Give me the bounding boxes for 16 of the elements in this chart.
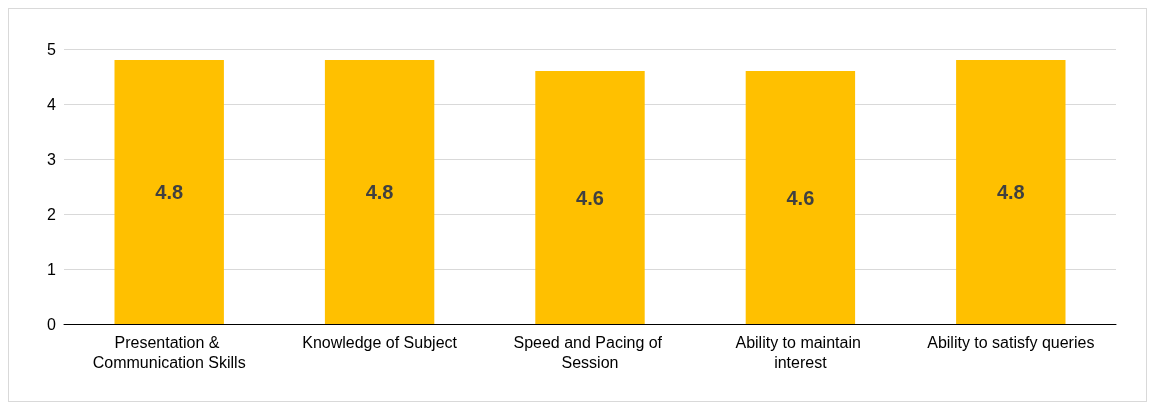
y-tick-label: 5 [47, 40, 57, 58]
x-tick-label: Knowledge of Subject [302, 333, 458, 351]
data-label: 4.6 [786, 186, 815, 209]
y-tick-label: 2 [47, 205, 57, 223]
x-tick-label: Ability to maintain interest [735, 333, 866, 371]
data-label: 4.6 [576, 186, 604, 209]
data-label: 4.8 [155, 181, 184, 203]
y-tick-label: 4 [47, 95, 57, 113]
x-tick-label: Presentation & Communication Skills [92, 333, 246, 371]
x-tick-label: Speed and Pacing of Session [513, 333, 667, 371]
y-tick-label: 0 [47, 315, 57, 333]
data-label: 4.8 [365, 181, 394, 203]
data-label: 4.8 [996, 181, 1025, 203]
y-tick-label: 1 [47, 260, 57, 278]
x-tick-label: Ability to satisfy queries [927, 333, 1095, 351]
y-tick-label: 3 [47, 150, 57, 168]
